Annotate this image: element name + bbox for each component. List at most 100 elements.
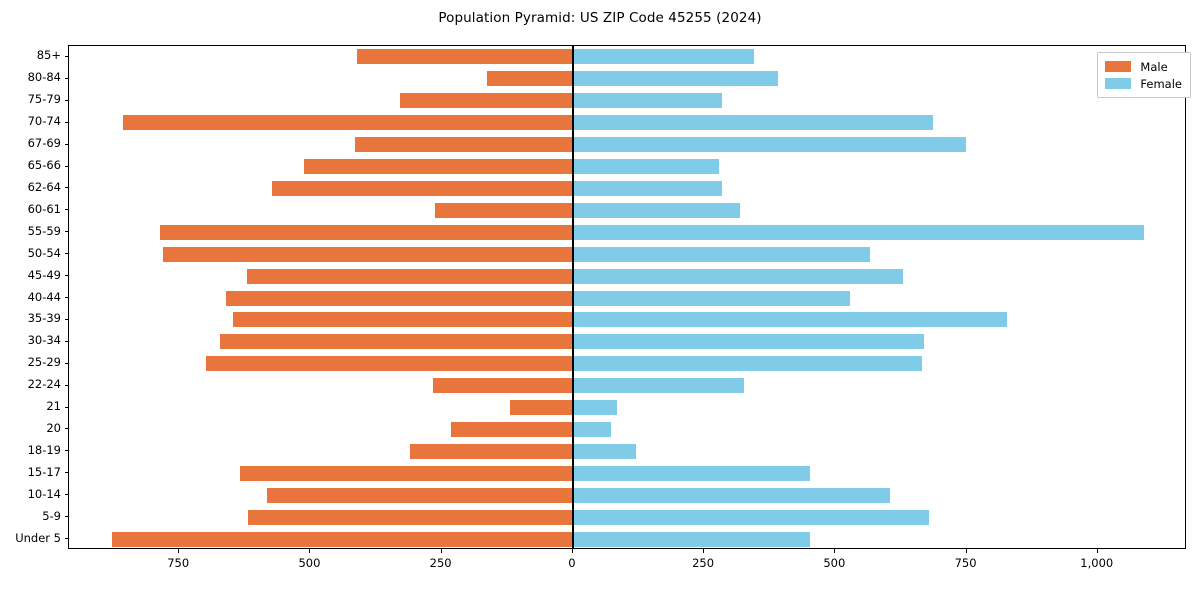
bar-male-25-29 (205, 356, 573, 372)
legend-item-female: Female (1105, 75, 1182, 92)
y-tick-mark (64, 77, 68, 79)
y-tick-mark (64, 231, 68, 233)
x-tick-label-0: 0 (568, 556, 576, 570)
x-tick-mark (834, 549, 836, 553)
x-tick-label-750: 750 (167, 556, 190, 570)
y-tick-mark (64, 55, 68, 57)
y-tick-label-30-34: 30-34 (27, 333, 61, 348)
x-tick-mark (309, 549, 311, 553)
bar-male-55-59 (160, 224, 573, 240)
y-tick-mark (64, 384, 68, 386)
y-tick-label-65-66: 65-66 (27, 158, 61, 173)
bar-male-62-64 (272, 180, 573, 196)
y-tick-label-67-69: 67-69 (27, 136, 61, 151)
y-tick-label-under-5: Under 5 (15, 530, 61, 545)
y-tick-mark (64, 253, 68, 255)
bar-female-under-5 (572, 531, 810, 547)
y-tick-mark (64, 209, 68, 211)
x-tick-label-1000: 1,000 (1080, 556, 1114, 570)
bar-female-70-74 (572, 115, 933, 131)
y-tick-mark (64, 406, 68, 408)
x-tick-mark (965, 549, 967, 553)
y-tick-mark (64, 340, 68, 342)
bars-container (69, 46, 1185, 548)
plot-area (68, 45, 1186, 549)
bar-male-15-17 (240, 465, 573, 481)
bar-female-50-54 (572, 246, 870, 262)
bar-male-85- (357, 49, 573, 65)
y-tick-mark (64, 428, 68, 430)
y-tick-mark (64, 362, 68, 364)
x-tick-mark (703, 549, 705, 553)
y-tick-label-35-39: 35-39 (27, 311, 61, 326)
bar-male-40-44 (225, 290, 573, 306)
y-tick-mark (64, 494, 68, 496)
y-tick-mark (64, 275, 68, 277)
y-tick-label-40-44: 40-44 (27, 289, 61, 304)
bar-male-21 (509, 400, 573, 416)
y-tick-mark (64, 297, 68, 298)
bar-male-20 (451, 421, 573, 437)
y-tick-mark (64, 538, 68, 540)
y-tick-mark (64, 187, 68, 189)
bar-female-22-24 (572, 378, 744, 394)
y-tick-label-55-59: 55-59 (27, 223, 61, 238)
bar-female-35-39 (572, 312, 1007, 328)
bar-male-67-69 (355, 137, 573, 153)
bar-male-18-19 (410, 443, 573, 459)
y-tick-label-50-54: 50-54 (27, 245, 61, 260)
legend-item-male: Male (1105, 58, 1182, 75)
x-tick-label-500: 500 (823, 556, 846, 570)
bar-female-25-29 (572, 356, 922, 372)
y-tick-label-80-84: 80-84 (27, 70, 61, 85)
bar-female-75-79 (572, 93, 722, 109)
bar-female-15-17 (572, 465, 810, 481)
y-tick-label-45-49: 45-49 (27, 267, 61, 282)
y-tick-label-62-64: 62-64 (27, 179, 61, 194)
x-tick-label-500: 500 (298, 556, 321, 570)
legend-swatch-female (1105, 78, 1132, 89)
bar-female-10-14 (572, 487, 890, 503)
bar-female-40-44 (572, 290, 850, 306)
bar-male-60-61 (434, 202, 573, 218)
bar-male-5-9 (247, 509, 573, 525)
zero-axis-line (572, 46, 574, 548)
y-tick-label-10-14: 10-14 (27, 486, 61, 501)
bar-male-45-49 (246, 268, 573, 284)
bar-female-55-59 (572, 224, 1144, 240)
x-tick-mark (571, 549, 573, 553)
bar-female-60-61 (572, 202, 740, 218)
y-tick-label-75-79: 75-79 (27, 92, 61, 107)
y-tick-label-60-61: 60-61 (27, 201, 61, 216)
x-tick-label-250: 250 (692, 556, 715, 570)
bar-male-35-39 (232, 312, 573, 328)
bar-female-62-64 (572, 180, 722, 196)
y-tick-mark (64, 165, 68, 167)
bar-female-67-69 (572, 137, 966, 153)
y-tick-mark (64, 143, 68, 145)
x-tick-label-750: 750 (954, 556, 977, 570)
x-tick-mark (178, 549, 180, 553)
y-tick-label-22-24: 22-24 (27, 377, 61, 392)
bar-female-80-84 (572, 71, 779, 87)
bar-male-30-34 (220, 334, 573, 350)
bar-female-21 (572, 400, 617, 416)
y-tick-label-25-29: 25-29 (27, 355, 61, 370)
bar-male-65-66 (304, 159, 573, 175)
bar-female-5-9 (572, 509, 929, 525)
y-tick-label-18-19: 18-19 (27, 442, 61, 457)
y-tick-mark (64, 516, 68, 518)
bar-male-70-74 (123, 115, 573, 131)
legend-label-female: Female (1140, 76, 1182, 91)
chart-legend: Male Female (1097, 52, 1191, 98)
bar-female-18-19 (572, 443, 636, 459)
y-tick-mark (64, 99, 68, 101)
x-tick-label-250: 250 (429, 556, 452, 570)
x-tick-mark (1096, 549, 1098, 553)
legend-swatch-male (1105, 61, 1132, 72)
y-tick-label-85-: 85+ (36, 48, 61, 63)
bar-female-30-34 (572, 334, 925, 350)
bar-male-under-5 (112, 531, 573, 547)
legend-label-male: Male (1140, 59, 1168, 74)
